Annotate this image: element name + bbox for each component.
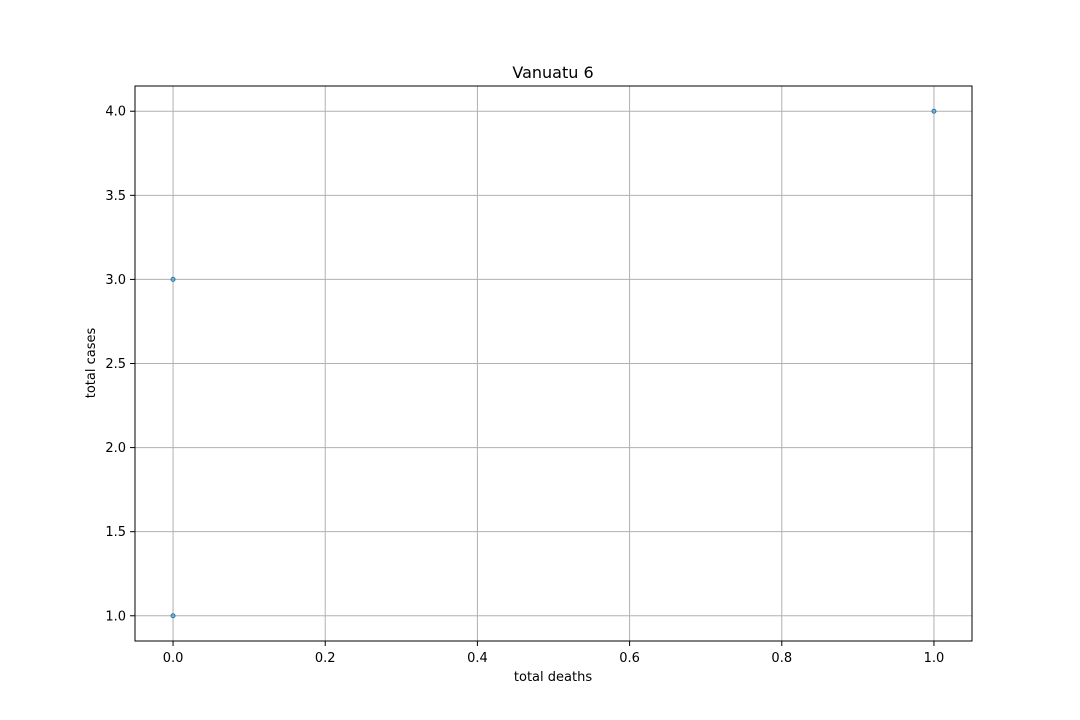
y-tick-label: 3.5 [105, 189, 126, 204]
y-tick-label: 1.0 [105, 609, 126, 624]
axis-ticks: 0.0 0.2 0.4 0.6 0.8 1.0 1.0 1.5 2.0 2.5 3.0 3.5 4.0 [105, 105, 944, 666]
x-axis-label: total deaths [514, 670, 592, 685]
y-tick-label: 1.5 [105, 525, 126, 540]
scatter-point [931, 108, 937, 114]
x-tick-label: 0.6 [619, 651, 640, 666]
x-tick-label: 0.0 [163, 651, 184, 666]
y-tick-label: 2.0 [105, 441, 126, 456]
scatter-point [170, 613, 176, 619]
chart-title: Vanuatu 6 [512, 63, 593, 82]
y-axis-label: total cases [84, 328, 99, 399]
scatter-point [170, 276, 176, 282]
y-tick-label: 2.5 [105, 357, 126, 372]
y-tick-label: 3.0 [105, 273, 126, 288]
data-points [170, 108, 937, 619]
x-tick-label: 0.8 [771, 651, 792, 666]
y-tick-label: 4.0 [105, 105, 126, 120]
x-tick-label: 0.2 [315, 651, 336, 666]
grid [135, 86, 972, 641]
x-tick-label: 0.4 [467, 651, 488, 666]
x-tick-label: 1.0 [924, 651, 945, 666]
